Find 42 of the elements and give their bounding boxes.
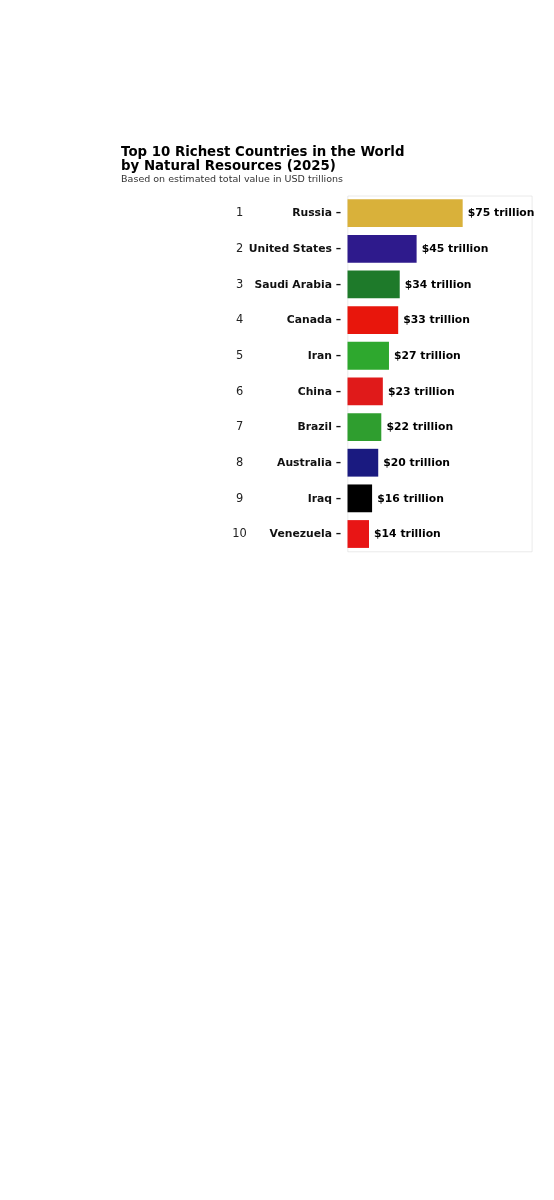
text: Based on estimated total value in USD trillions <box>121 173 344 185</box>
bar <box>347 199 463 228</box>
y-tick-label: Australia – <box>277 455 342 469</box>
y-tick-label: Saudi Arabia – <box>254 277 342 291</box>
data-label: $45 trillion <box>421 241 489 255</box>
data-label: $22 trillion <box>386 420 454 434</box>
text: 6 <box>235 383 244 398</box>
y-tick-label: United States – <box>248 241 342 255</box>
data-label: $34 trillion <box>404 277 472 291</box>
y-tick-label: Venezuela – <box>269 527 342 541</box>
y-tick-label: Iraq – <box>307 491 342 505</box>
text: 4 <box>235 312 244 327</box>
text: 2 <box>235 240 244 255</box>
y-tick-label: Iran – <box>307 348 342 362</box>
y-tick-label: Russia – <box>292 206 342 220</box>
text: 7 <box>235 419 244 434</box>
data-label: $20 trillion <box>383 455 451 469</box>
bar <box>347 306 399 335</box>
data-label: $75 trillion <box>467 206 535 220</box>
data-label: $16 trillion <box>377 491 444 505</box>
bar <box>347 270 400 299</box>
bar <box>347 413 382 441</box>
text: 5 <box>235 347 244 362</box>
text: 1 <box>235 205 244 220</box>
text: 9 <box>235 490 244 505</box>
text: 10 <box>232 526 247 541</box>
y-tick-label: China – <box>297 384 342 398</box>
bar <box>347 520 370 548</box>
bar <box>347 448 379 477</box>
bar <box>347 341 389 370</box>
text: 8 <box>235 454 244 469</box>
bar <box>347 234 417 263</box>
data-label: $14 trillion <box>374 527 441 541</box>
bar <box>347 484 373 513</box>
chart-title: Top 10 Richest Countries in the World by Natural Resources (2025) <box>121 143 405 174</box>
y-tick-label: Brazil – <box>297 420 342 434</box>
data-label: $23 trillion <box>387 384 455 398</box>
data-label: $27 trillion <box>394 348 461 362</box>
y-tick-label: Canada – <box>286 313 342 327</box>
bar <box>347 377 383 406</box>
text: 3 <box>235 276 244 291</box>
data-label: $33 trillion <box>403 313 470 327</box>
